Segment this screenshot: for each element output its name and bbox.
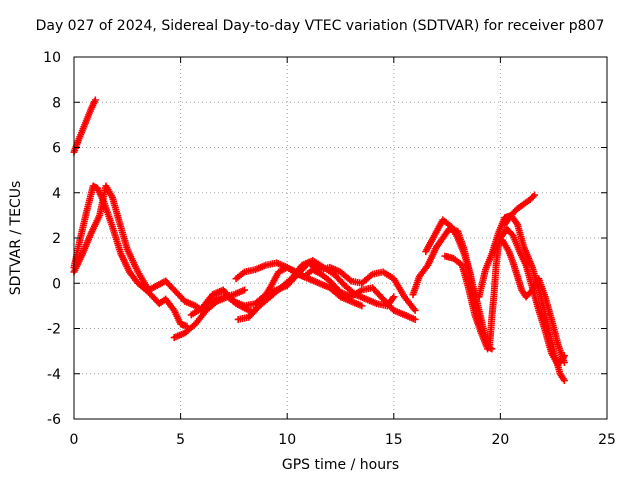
data-point xyxy=(390,293,398,301)
grid xyxy=(74,57,607,419)
series-trace-g xyxy=(232,259,366,310)
data-point xyxy=(512,219,520,227)
plot-frame xyxy=(73,56,608,420)
y-tick-label: 10 xyxy=(43,50,61,66)
data-point xyxy=(346,276,354,284)
y-tick-label: 4 xyxy=(52,186,61,202)
x-tick-label: 0 xyxy=(70,432,79,448)
x-tick-label: 20 xyxy=(491,432,509,448)
data-point xyxy=(484,345,492,353)
data-point xyxy=(560,358,568,366)
chart-title: Day 027 of 2024, Sidereal Day-to-day VTE… xyxy=(35,18,605,34)
data-points xyxy=(70,96,568,385)
series-trace-n xyxy=(499,236,568,366)
data-point xyxy=(358,302,366,310)
y-tick-label: 6 xyxy=(52,141,61,157)
data-point xyxy=(531,191,539,199)
y-tick-label: 8 xyxy=(52,95,61,111)
data-point xyxy=(529,193,537,201)
series-trace-e xyxy=(187,259,419,319)
data-point xyxy=(560,377,568,385)
data-point xyxy=(367,271,375,279)
y-tick-label: -4 xyxy=(47,367,61,383)
data-point xyxy=(389,294,397,302)
x-tick-label: 10 xyxy=(278,432,296,448)
x-tick-label: 25 xyxy=(598,432,616,448)
y-tick-label: 0 xyxy=(52,276,61,292)
data-point xyxy=(91,96,99,104)
series-trace-a xyxy=(70,96,99,156)
series-trace-b xyxy=(70,182,191,330)
y-tick-label: 2 xyxy=(52,231,61,247)
x-axis-label: GPS time / hours xyxy=(281,457,400,473)
series-trace-f xyxy=(234,257,398,323)
series-trace-j xyxy=(441,252,492,353)
x-tick-label: 15 xyxy=(385,432,403,448)
y-tick-label: -2 xyxy=(47,322,61,338)
y-tick-label: -6 xyxy=(47,412,61,428)
data-point xyxy=(241,286,249,294)
series-trace-m xyxy=(501,191,539,228)
y-axis-label: SDTVAR / TECUs xyxy=(8,180,24,296)
data-point xyxy=(411,306,419,314)
x-tick-label: 5 xyxy=(176,432,185,448)
axis-ticks: 0 5 10 15 20 25 -6 -4 -2 0 2 4 6 8 10 xyxy=(43,50,616,448)
data-point xyxy=(411,315,419,323)
